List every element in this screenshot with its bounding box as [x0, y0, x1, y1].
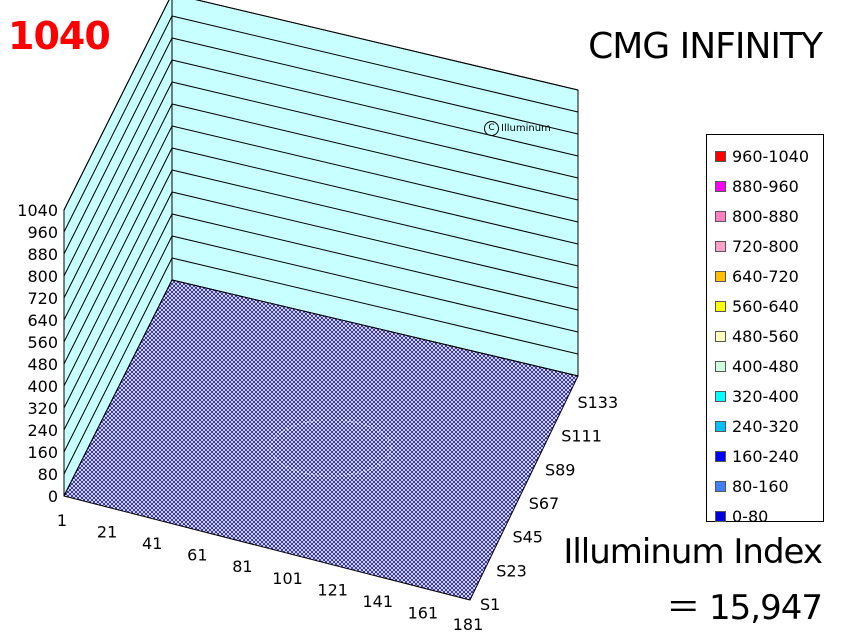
- copyright-icon: C: [484, 121, 499, 136]
- legend-label: 80-160: [732, 476, 789, 496]
- legend: 960-1040 880-960 800-880 720-800 640-720…: [706, 134, 824, 526]
- surface-texture: [270, 419, 392, 477]
- legend-label: 560-640: [732, 296, 799, 316]
- legend-swatch: [715, 420, 726, 432]
- z-tick-label: 240: [27, 421, 58, 440]
- legend-swatch: [715, 150, 726, 162]
- legend-label: 160-240: [732, 446, 799, 466]
- legend-swatch: [715, 180, 726, 192]
- z-tick-label: 0: [48, 487, 58, 506]
- legend-item: 640-720: [715, 261, 823, 291]
- y-tick-label: S133: [577, 393, 618, 412]
- legend-label: 960-1040: [732, 146, 810, 166]
- legend-swatch: [715, 300, 726, 312]
- legend-item: 160-240: [715, 441, 823, 471]
- legend-label: 880-960: [732, 176, 799, 196]
- x-tick-label: 161: [408, 603, 439, 622]
- z-tick-label: 720: [27, 289, 58, 308]
- grid-line: [63, 147, 579, 365]
- legend-item: 480-560: [715, 321, 823, 351]
- legend-swatch: [715, 480, 726, 492]
- chart-floor: [63, 279, 579, 601]
- grid-line: [63, 191, 579, 409]
- legend-label: 640-720: [732, 266, 799, 286]
- legend-item: 320-400: [715, 381, 823, 411]
- legend-label: 720-800: [732, 236, 799, 256]
- y-tick-label: S23: [496, 561, 527, 580]
- z-axis: 0 80 160 240 320 400 480 560 640 720 800 880 960 1040: [17, 201, 65, 506]
- z-tick-label: 80: [38, 465, 58, 484]
- z-tick-label: 880: [27, 245, 58, 264]
- watermark-text: Illuminum: [501, 123, 551, 134]
- legend-label: 240-320: [732, 416, 799, 436]
- legend-item: 80-160: [715, 471, 823, 501]
- legend-label: 320-400: [732, 386, 799, 406]
- x-tick-label: 41: [142, 534, 162, 553]
- legend-swatch: [715, 270, 726, 282]
- index-value: ＝ 15,947: [666, 588, 823, 628]
- legend-swatch: [715, 210, 726, 222]
- grid-line: [63, 125, 579, 343]
- x-tick-label: 61: [187, 546, 207, 565]
- x-tick-label: 21: [97, 523, 117, 542]
- y-axis: S1 S23 S45 S67 S89 S111 S133: [480, 393, 618, 614]
- max-value-label: 1040: [8, 14, 111, 58]
- x-tick-label: 181: [453, 615, 484, 634]
- watermark: C Illuminum: [484, 121, 551, 136]
- y-tick-label: S111: [561, 427, 602, 446]
- legend-label: 480-560: [732, 326, 799, 346]
- z-tick-label: 160: [27, 443, 58, 462]
- legend-label: 800-880: [732, 206, 799, 226]
- surface-mesh: [63, 279, 579, 601]
- legend-item: 800-880: [715, 201, 823, 231]
- legend-item: 880-960: [715, 171, 823, 201]
- z-tick-label: 960: [27, 223, 58, 242]
- grid-line: [63, 59, 579, 277]
- z-tick-label: 800: [27, 267, 58, 286]
- chart-title: CMG INFINITY: [588, 26, 823, 67]
- legend-item: 560-640: [715, 291, 823, 321]
- legend-label: 0-80: [732, 506, 769, 526]
- y-tick-label: S67: [529, 494, 560, 513]
- x-tick-label: 1: [57, 511, 67, 530]
- grid-line: [63, 81, 579, 299]
- z-tick-label: 560: [27, 333, 58, 352]
- grid-line: [63, 235, 579, 453]
- grid-line: [63, 169, 579, 387]
- z-tick-label: 640: [27, 311, 58, 330]
- x-tick-label: 121: [317, 580, 348, 599]
- legend-swatch: [715, 360, 726, 372]
- z-tick-label: 480: [27, 355, 58, 374]
- legend-item: 720-800: [715, 231, 823, 261]
- legend-item: 0-80: [715, 501, 823, 531]
- legend-swatch: [715, 450, 726, 462]
- index-label: Illuminum Index: [563, 532, 823, 572]
- legend-swatch: [715, 510, 726, 522]
- x-tick-label: 81: [232, 557, 252, 576]
- z-tick-label: 400: [27, 377, 58, 396]
- y-tick-label: S45: [512, 528, 543, 547]
- legend-label: 400-480: [732, 356, 799, 376]
- grid-line: [63, 213, 579, 431]
- legend-item: 960-1040: [715, 141, 823, 171]
- grid-line: [63, 257, 579, 475]
- grid-line: [63, 37, 579, 255]
- z-tick-label: 1040: [17, 201, 58, 220]
- legend-item: 240-320: [715, 411, 823, 441]
- y-tick-label: S89: [545, 460, 576, 479]
- y-tick-label: S1: [480, 595, 500, 614]
- z-tick-label: 320: [27, 399, 58, 418]
- legend-swatch: [715, 330, 726, 342]
- legend-item: 400-480: [715, 351, 823, 381]
- grid-line: [63, 0, 579, 211]
- grid-line: [63, 103, 579, 321]
- legend-swatch: [715, 240, 726, 252]
- legend-swatch: [715, 390, 726, 402]
- x-tick-label: 101: [272, 569, 303, 588]
- grid-line: [63, 15, 579, 233]
- x-tick-label: 141: [363, 592, 394, 611]
